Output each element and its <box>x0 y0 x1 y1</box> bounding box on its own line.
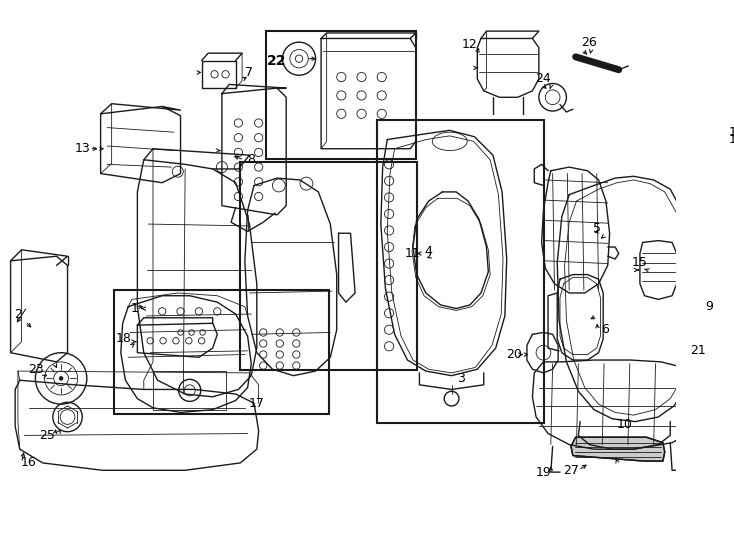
Text: 21: 21 <box>690 345 705 357</box>
Text: 5: 5 <box>593 222 600 235</box>
Text: 6: 6 <box>601 323 609 336</box>
Text: 26: 26 <box>581 36 597 49</box>
Text: 23: 23 <box>29 363 44 376</box>
Text: 14: 14 <box>729 126 734 139</box>
Text: 11: 11 <box>404 247 420 260</box>
Text: 13: 13 <box>74 142 90 155</box>
Circle shape <box>59 376 63 380</box>
Text: 20: 20 <box>506 348 522 361</box>
Text: 22: 22 <box>267 53 287 68</box>
Text: 7: 7 <box>245 66 253 79</box>
Text: 12: 12 <box>462 38 478 51</box>
Text: 24: 24 <box>536 72 551 85</box>
Text: 14: 14 <box>729 133 734 146</box>
Polygon shape <box>571 437 665 461</box>
Bar <box>240 161 417 370</box>
Text: 17: 17 <box>249 397 265 410</box>
Text: 9: 9 <box>705 300 713 313</box>
Text: 4: 4 <box>425 245 432 258</box>
Text: 2: 2 <box>14 308 22 321</box>
Bar <box>153 371 227 410</box>
Bar <box>266 31 415 159</box>
Bar <box>377 120 545 423</box>
Text: 25: 25 <box>40 429 55 442</box>
Text: 19: 19 <box>536 465 551 478</box>
Text: 27: 27 <box>563 464 579 477</box>
Text: 1: 1 <box>131 302 139 315</box>
Text: 3: 3 <box>457 372 465 385</box>
Text: 18: 18 <box>116 333 131 346</box>
Text: 8: 8 <box>247 153 255 166</box>
Text: 16: 16 <box>21 456 37 469</box>
Text: 10: 10 <box>617 418 632 431</box>
Text: 15: 15 <box>632 256 648 269</box>
Bar <box>115 290 330 414</box>
